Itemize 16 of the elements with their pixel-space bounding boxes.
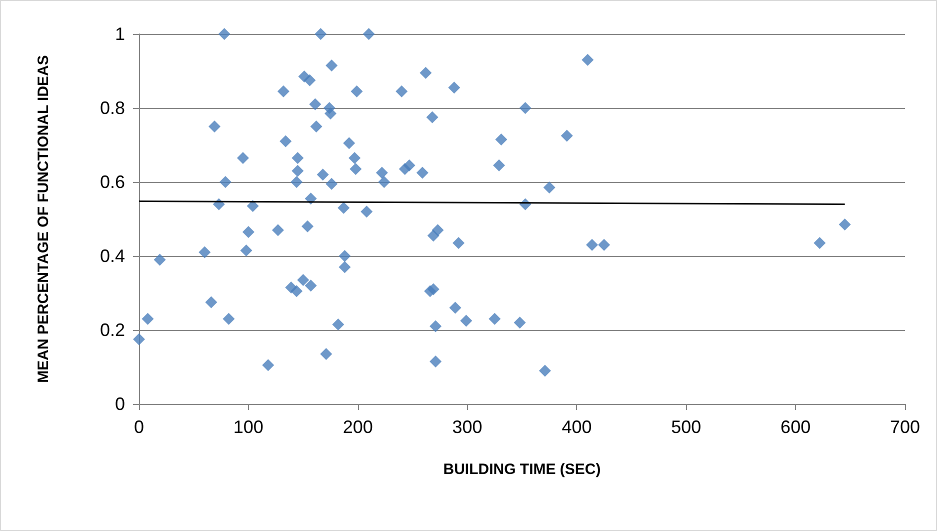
x-axis-title: BUILDING TIME (SEC) [443,461,601,478]
x-tick-label: 100 [233,417,264,437]
x-tick-label: 500 [671,417,702,437]
y-tick-label: 0.2 [100,320,125,340]
x-tick-label: 400 [562,417,592,437]
y-axis-title: MEAN PERCENTAGE OF FUNCTIONAL IDEAS [35,55,52,383]
x-tick-label: 0 [134,417,144,437]
y-tick-label: 0.4 [100,246,125,266]
y-tick-label: 1 [114,24,125,44]
x-tick-label: 200 [342,417,373,437]
y-tick-label: 0.6 [100,172,125,192]
y-tick-label: 0.8 [100,98,125,118]
x-tick-label: 700 [890,417,920,437]
x-tick-label: 300 [452,417,482,437]
x-tick-label: 600 [780,417,811,437]
y-tick-label: 0 [114,394,125,414]
